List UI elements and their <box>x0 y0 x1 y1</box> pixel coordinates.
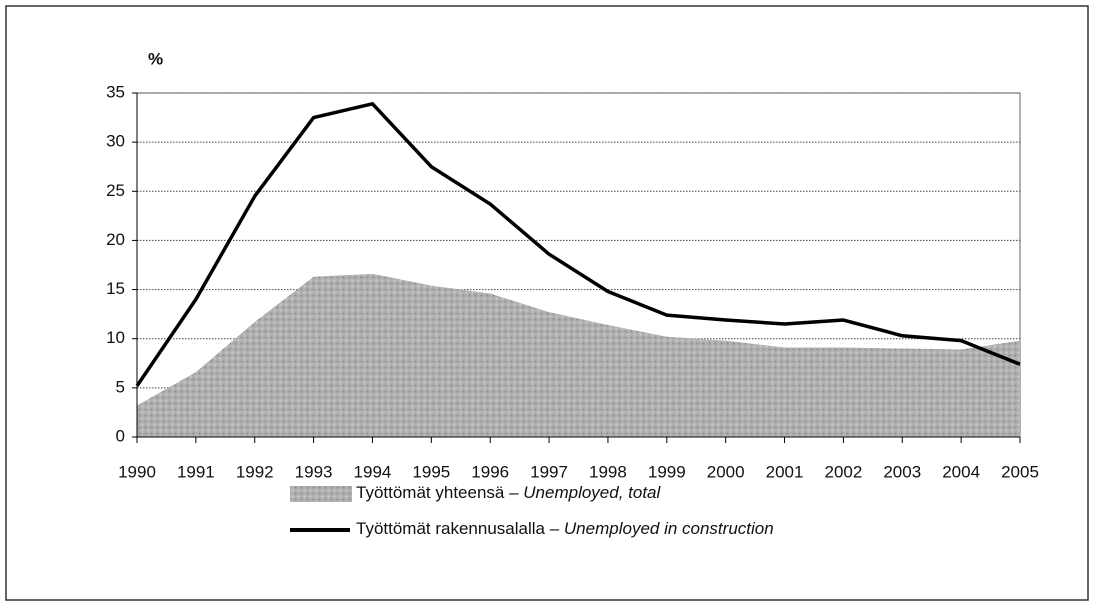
frame <box>5 5 1089 601</box>
x-tick-label: 1996 <box>471 462 509 481</box>
line <box>135 102 1021 387</box>
y-tick-label: 0 <box>116 426 125 445</box>
x-tick-label: 2004 <box>942 462 980 481</box>
y-tick-label: 5 <box>116 377 125 396</box>
x-tick-label: 2003 <box>883 462 921 481</box>
x-tick-label: 2002 <box>824 462 862 481</box>
legend-swatch <box>290 486 352 502</box>
y-axis-label: % <box>148 49 163 68</box>
legend-label: Työttömät yhteensä – Unemployed, total <box>356 483 662 502</box>
y-tick-label: 25 <box>106 181 125 200</box>
x-tick-label: 1998 <box>589 462 627 481</box>
x-tick-label: 1997 <box>530 462 568 481</box>
y-tick-label: 35 <box>106 82 125 101</box>
y-tick-label: 20 <box>106 230 125 249</box>
x-tick-label: 1995 <box>412 462 450 481</box>
y-tick-label: 15 <box>106 279 125 298</box>
x-tick-label: 2001 <box>766 462 804 481</box>
x-tick-label: 1999 <box>648 462 686 481</box>
x-tick-label: 2000 <box>707 462 745 481</box>
x-tick-label: 1993 <box>295 462 333 481</box>
x-tick-label: 2005 <box>1001 462 1039 481</box>
y-tick-label: 10 <box>106 328 125 347</box>
y-tick-label: 30 <box>106 132 125 151</box>
area <box>137 273 1020 437</box>
x-tick-label: 1994 <box>354 462 392 481</box>
x-tick-label: 1992 <box>236 462 274 481</box>
x-tick-label: 1991 <box>177 462 215 481</box>
x-tick-label: 1990 <box>118 462 156 481</box>
legend-label: Työttömät rakennusalalla – Unemployed in… <box>356 519 774 538</box>
